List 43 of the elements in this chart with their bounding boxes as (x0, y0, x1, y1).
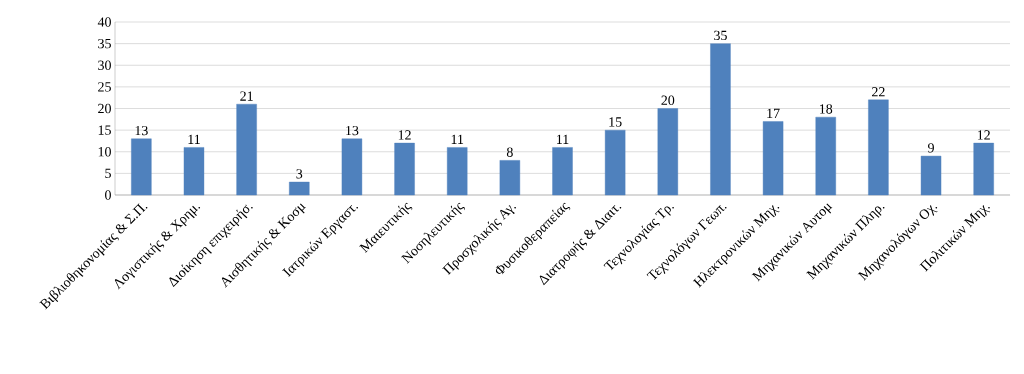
data-label: 11 (451, 134, 464, 144)
bar (499, 160, 521, 196)
data-label: 22 (872, 87, 885, 97)
bar (657, 108, 679, 196)
bar (394, 142, 415, 196)
y-tick-label: 15 (98, 125, 111, 135)
data-label: 21 (240, 91, 253, 101)
data-label: 3 (296, 169, 303, 179)
y-tick-label: 40 (97, 17, 111, 27)
bar (236, 103, 257, 196)
data-label: 18 (819, 104, 833, 114)
y-tick-label: 0 (105, 190, 111, 200)
y-tick-label: 10 (98, 147, 111, 157)
data-label: 8 (506, 147, 513, 157)
y-tick-label: 20 (98, 103, 111, 114)
bar (762, 121, 784, 196)
data-label: 12 (398, 130, 411, 140)
bar (131, 138, 152, 196)
data-label: 15 (609, 117, 622, 127)
bar (604, 129, 626, 196)
data-label: 11 (188, 134, 200, 144)
bar (815, 116, 836, 196)
data-label: 17 (767, 108, 780, 118)
y-tick-label: 35 (98, 38, 111, 49)
y-tick-label: 5 (105, 168, 111, 179)
data-label: 35 (714, 30, 727, 41)
data-label: 13 (135, 125, 148, 136)
bar (868, 99, 889, 196)
y-tick-label: 30 (98, 60, 111, 70)
data-label: 20 (661, 95, 675, 105)
bar (183, 147, 205, 196)
y-tick-label: 25 (98, 82, 111, 92)
bar (973, 142, 994, 196)
data-label: 12 (977, 130, 990, 140)
bar (289, 181, 310, 196)
data-label: 11 (557, 134, 569, 144)
bar (710, 43, 731, 196)
bar (552, 147, 573, 196)
data-label: 13 (346, 125, 359, 136)
bar (447, 147, 468, 196)
data-label: 9 (928, 143, 934, 153)
bar (920, 155, 942, 196)
bar (341, 138, 363, 196)
